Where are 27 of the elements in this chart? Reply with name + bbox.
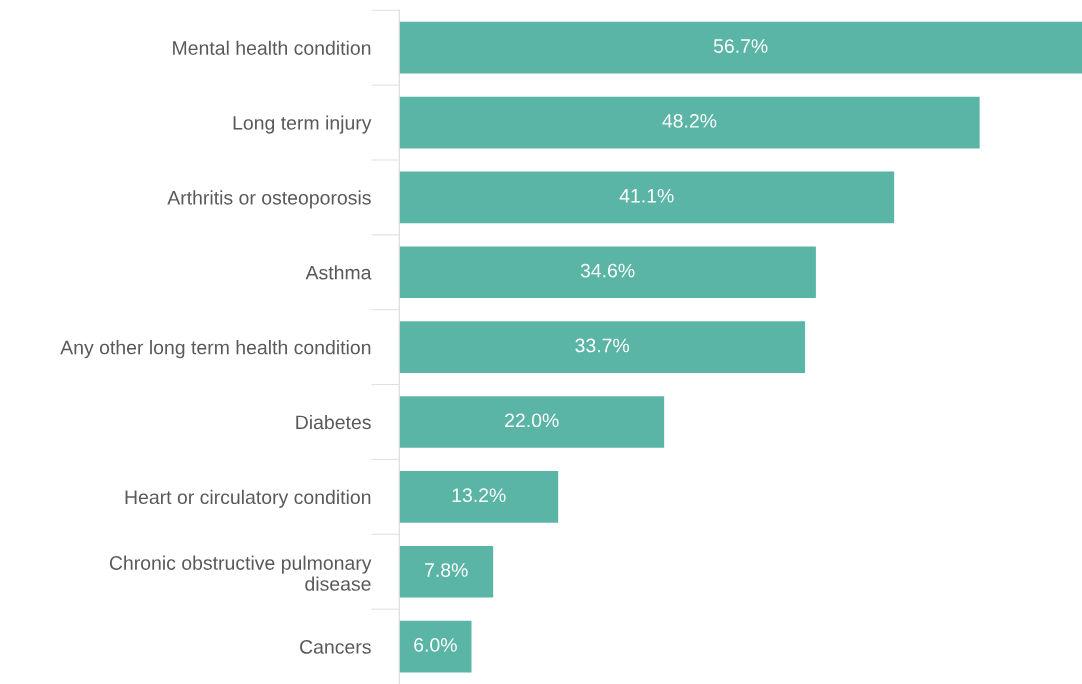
y-tick-label: Any other long term health condition bbox=[60, 340, 371, 359]
y-tick-label: Mental health condition bbox=[173, 40, 371, 55]
data-label: 22.0% bbox=[505, 413, 559, 428]
y-tick-label: Arthritis or osteoporosis bbox=[167, 190, 371, 209]
data-label: 13.2% bbox=[452, 488, 506, 503]
data-label: 48.2% bbox=[662, 114, 717, 128]
bar bbox=[399, 471, 559, 523]
bar bbox=[399, 396, 665, 448]
bar bbox=[399, 321, 806, 373]
bar bbox=[399, 21, 1082, 74]
data-label: 6.0% bbox=[414, 638, 457, 652]
bar bbox=[399, 96, 980, 149]
bar bbox=[399, 545, 494, 598]
y-tick-label: Chronic obstructive pulmonary disease bbox=[109, 555, 372, 591]
y-tick-label: Diabetes bbox=[296, 414, 371, 430]
y-tick-label: Asthma bbox=[305, 265, 372, 280]
bar bbox=[399, 246, 816, 299]
y-tick-label: Cancers bbox=[300, 640, 371, 654]
data-label: 34.6% bbox=[580, 263, 635, 278]
y-tick-label: Heart or circulatory condition bbox=[125, 489, 371, 508]
data-label: 41.1% bbox=[619, 188, 674, 203]
bar bbox=[399, 620, 472, 673]
data-label: 7.8% bbox=[425, 563, 468, 577]
data-label: 33.7% bbox=[575, 338, 630, 353]
data-label: 56.7% bbox=[713, 39, 768, 53]
bar bbox=[399, 171, 895, 224]
y-tick-label: Long term injury bbox=[233, 115, 372, 134]
